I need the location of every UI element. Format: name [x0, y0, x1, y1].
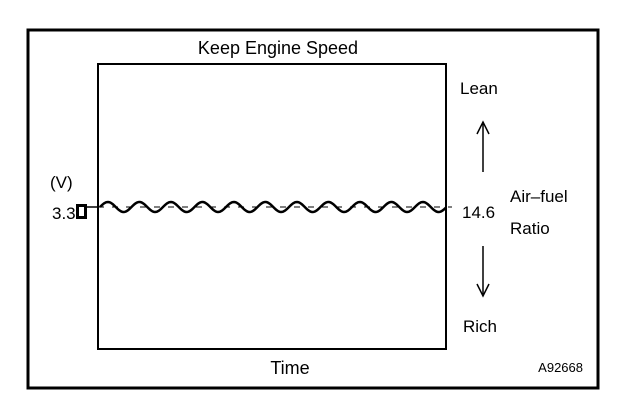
garbled-glyph-inner	[79, 207, 84, 216]
x-axis-label: Time	[270, 358, 309, 378]
rich-label: Rich	[463, 317, 497, 336]
diagram-title: Keep Engine Speed	[198, 38, 358, 58]
ratio-value: 14.6	[462, 203, 495, 222]
voltage-wave	[99, 200, 447, 214]
voltage-value: 3.3	[52, 204, 76, 223]
arrow-up-icon	[476, 120, 490, 172]
lean-label: Lean	[460, 79, 498, 98]
arrow-down-icon	[476, 246, 490, 298]
outer-frame	[26, 28, 600, 390]
ratio-label-line2: Ratio	[510, 219, 550, 238]
ratio-label-line1: Air–fuel	[510, 187, 568, 206]
y-unit-label: (V)	[50, 173, 73, 192]
figure-code: A92668	[538, 360, 583, 375]
